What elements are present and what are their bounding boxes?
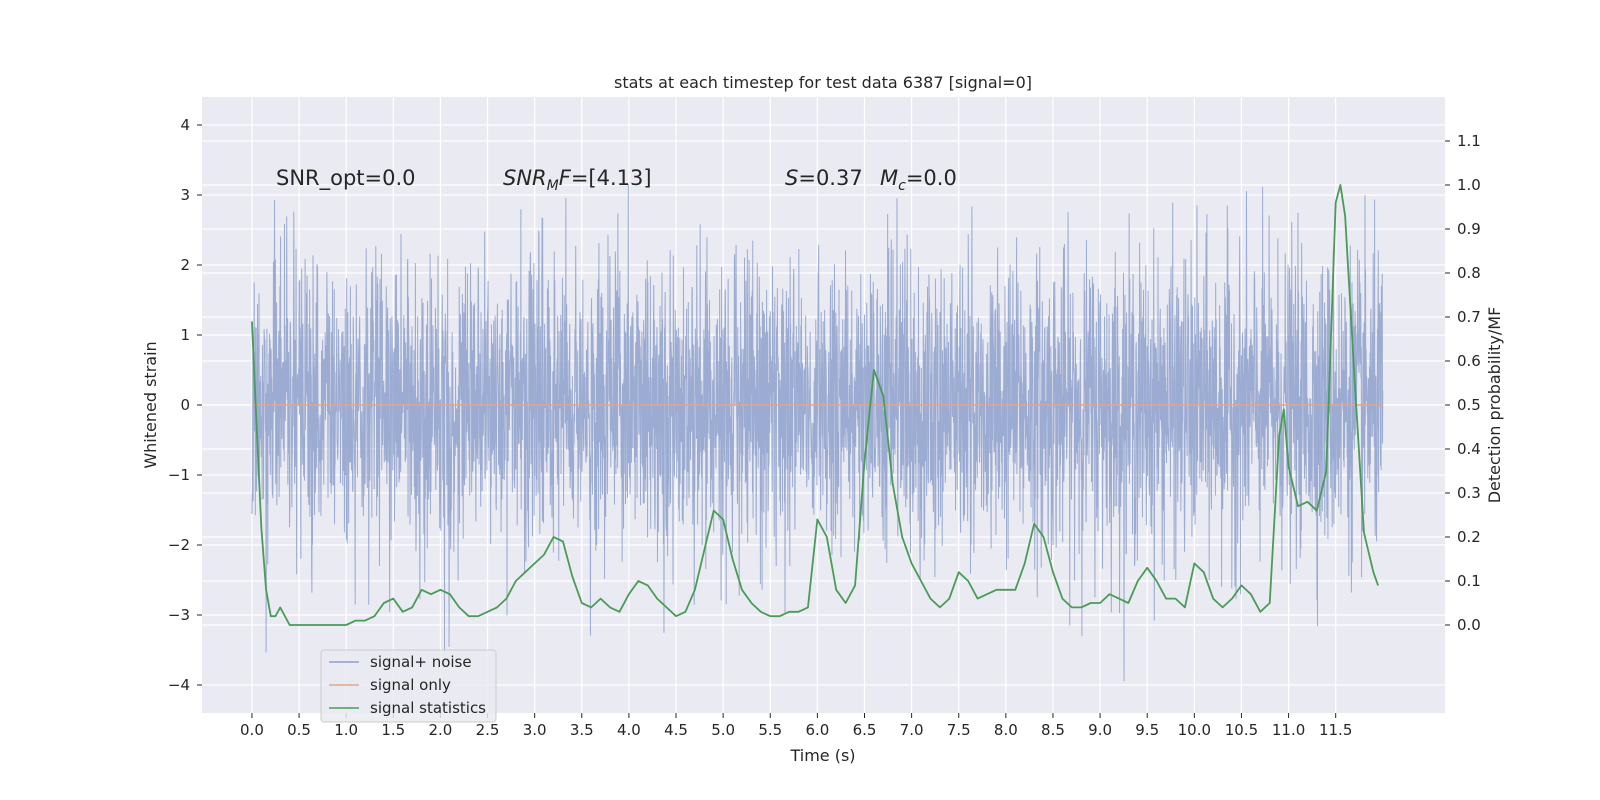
x-tick-label: 5.5 <box>758 721 782 739</box>
annotation-snr-mf-value: =[4.13] <box>571 166 652 190</box>
signal-plus-noise-line <box>251 184 1384 682</box>
y-right-axis-ticks: 1.1 1.0 0.9 0.8 0.7 0.6 0.5 0.4 0.3 0.2 0.1 0.0 <box>1445 132 1481 634</box>
x-tick-label: 5.0 <box>711 721 735 739</box>
y-left-axis-ticks: 4 3 2 1 0 −1 −2 −3 −4 <box>168 116 202 694</box>
x-tick-label: 8.0 <box>994 721 1018 739</box>
x-tick-label: 10.0 <box>1178 721 1211 739</box>
y-left-tick-label: −1 <box>168 466 190 484</box>
annotation-mc-value: =0.0 <box>906 166 957 190</box>
annotation-s-value: =0.37 <box>798 166 862 190</box>
annotation-s: S=0.37 <box>785 166 863 190</box>
x-axis-ticks: 0.0 0.5 1.0 1.5 2.0 2.5 3.0 3.5 4.0 4.5 5.0 5.5 6.0 6… <box>240 713 1352 739</box>
y-left-axis-label: Whitened strain <box>141 341 160 468</box>
y-left-tick-label: 2 <box>180 256 190 274</box>
x-tick-label: 4.5 <box>664 721 688 739</box>
x-tick-label: 3.5 <box>570 721 594 739</box>
y-right-axis-label: Detection probability/MF <box>1485 307 1504 504</box>
y-right-tick-label: 0.3 <box>1457 484 1481 502</box>
x-tick-label: 9.0 <box>1088 721 1112 739</box>
series-signal-statistics <box>251 184 1379 626</box>
y-right-tick-label: 0.6 <box>1457 352 1481 370</box>
x-tick-label: 0.5 <box>287 721 311 739</box>
x-tick-label: 1.0 <box>334 721 358 739</box>
x-tick-label: 10.5 <box>1225 721 1258 739</box>
x-tick-label: 0.0 <box>240 721 264 739</box>
y-right-tick-label: 0.9 <box>1457 220 1481 238</box>
y-right-tick-label: 1.1 <box>1457 132 1481 150</box>
y-right-tick-label: 0.7 <box>1457 308 1481 326</box>
y-left-tick-label: −2 <box>168 536 190 554</box>
x-tick-label: 11.0 <box>1272 721 1305 739</box>
x-tick-label: 8.5 <box>1041 721 1065 739</box>
annotation-s-symbol: S <box>785 166 798 190</box>
y-left-tick-label: −4 <box>168 676 190 694</box>
x-tick-label: 11.5 <box>1319 721 1352 739</box>
series-signal-plus-noise <box>251 184 1384 682</box>
legend-label-signal-plus-noise: signal+ noise <box>370 653 472 671</box>
y-right-tick-label: 0.4 <box>1457 440 1481 458</box>
x-tick-label: 4.0 <box>617 721 641 739</box>
signal-statistics-line <box>251 184 1379 626</box>
chart-title: stats at each timestep for test data 638… <box>614 73 1032 92</box>
y-right-tick-label: 0.1 <box>1457 572 1481 590</box>
x-tick-label: 9.5 <box>1135 721 1159 739</box>
annotation-snr-mf-symbol-2: F <box>559 166 572 190</box>
legend-label-signal-only: signal only <box>370 676 451 694</box>
x-tick-label: 3.0 <box>523 721 547 739</box>
x-tick-label: 1.5 <box>381 721 405 739</box>
legend-box <box>320 649 497 723</box>
y-left-tick-label: −3 <box>168 606 190 624</box>
y-left-tick-label: 0 <box>180 396 190 414</box>
y-left-tick-label: 3 <box>180 186 190 204</box>
y-left-tick-label: 1 <box>180 326 190 344</box>
y-right-tick-label: 0.5 <box>1457 396 1481 414</box>
x-tick-label: 7.5 <box>947 721 971 739</box>
y-left-tick-label: 4 <box>180 116 190 134</box>
y-right-tick-label: 0.0 <box>1457 616 1481 634</box>
x-axis-label: Time (s) <box>789 746 855 765</box>
annotation-snr-mf-subscript: M <box>547 178 559 194</box>
y-right-tick-label: 0.2 <box>1457 528 1481 546</box>
x-tick-label: 6.5 <box>853 721 877 739</box>
x-tick-label: 2.5 <box>476 721 500 739</box>
annotation-snr-opt: SNR_opt=0.0 <box>276 166 416 191</box>
x-tick-label: 7.0 <box>900 721 924 739</box>
annotation-mc-symbol: M <box>880 166 898 190</box>
legend-label-signal-statistics: signal statistics <box>370 699 486 717</box>
x-tick-label: 6.0 <box>805 721 829 739</box>
legend: signal+ noise signal only signal statist… <box>320 649 497 723</box>
x-tick-label: 2.0 <box>428 721 452 739</box>
y-right-tick-label: 0.8 <box>1457 264 1481 282</box>
annotation-mc-subscript: c <box>898 178 906 194</box>
y-right-tick-label: 1.0 <box>1457 176 1481 194</box>
annotation-snr-mf-symbol: SNR <box>503 166 547 190</box>
annotation-mc: Mc=0.0 <box>880 166 957 194</box>
annotation-snr-mf: SNRMF=[4.13] <box>503 166 652 194</box>
